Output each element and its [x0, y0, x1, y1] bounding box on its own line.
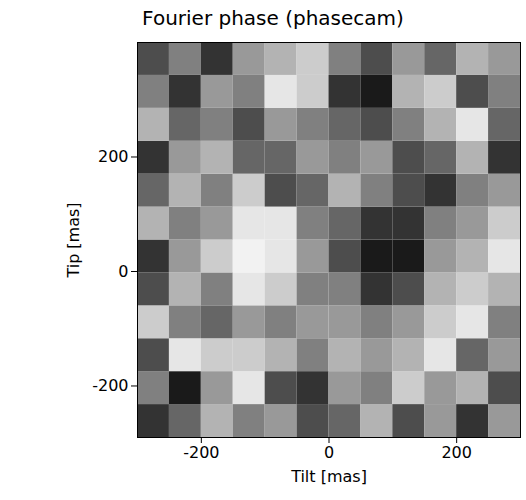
svg-text:0: 0	[118, 262, 128, 281]
svg-text:200: 200	[441, 443, 472, 462]
svg-text:-200: -200	[92, 376, 128, 395]
svg-text:0: 0	[324, 443, 334, 462]
html-text:Fourier phase (phasecam): Fourier phase (phasecam)	[142, 6, 404, 30]
svg-text:-200: -200	[183, 443, 219, 462]
svg-text:Tip [mas]: Tip [mas]	[64, 202, 83, 278]
svg-text:200: 200	[98, 147, 129, 166]
svg-text:Tilt [mas]: Tilt [mas]	[290, 467, 367, 486]
